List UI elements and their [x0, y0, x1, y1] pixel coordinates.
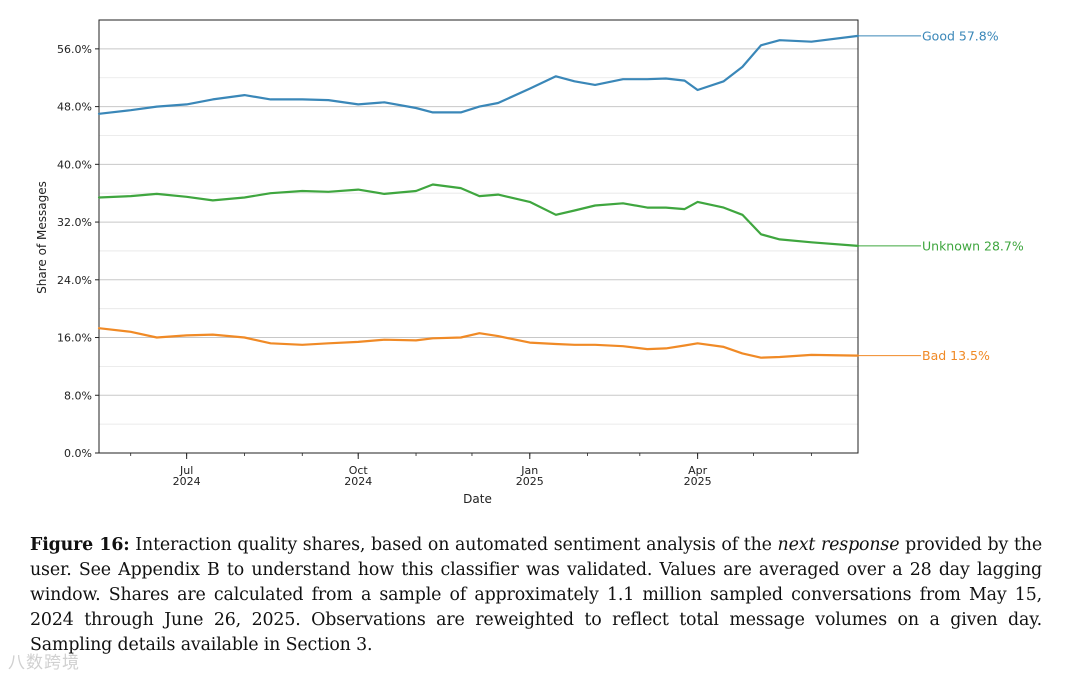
caption-emphasis: next response	[777, 535, 900, 555]
y-tick-label: 32.0%	[57, 216, 92, 229]
chart-area: 0.0% 8.0% 16.0% 24.0% 32.0% 40.0% 48.0% 56.0% Ju…	[35, 19, 1024, 506]
good-series-line	[97, 34, 860, 115]
caption-text-before: Interaction quality shares, based on aut…	[129, 535, 778, 555]
y-tick-label: 8.0%	[64, 389, 92, 402]
caption-text-after: provided by the user. See Appendix B to …	[30, 535, 1042, 655]
x-tick-label-month: Jan	[520, 464, 538, 477]
y-tick-label: 0.0%	[64, 447, 92, 460]
y-tick-label: 56.0%	[57, 43, 92, 56]
x-tick-label-year: 2025	[684, 475, 712, 488]
watermark: 八数跨境	[8, 653, 80, 673]
y-tick-label: 48.0%	[57, 101, 92, 114]
x-tick-label-month: Jul	[179, 464, 193, 477]
plot-background	[99, 20, 858, 453]
plot-frame	[98, 19, 859, 454]
y-tick-label: 16.0%	[57, 332, 92, 345]
y-axis-title: Share of Messages	[35, 181, 49, 294]
interaction-quality-chart: 0.0% 8.0% 16.0% 24.0% 32.0% 40.0% 48.0% 56.0% Ju…	[35, 19, 1024, 506]
x-tick-label-month: Oct	[349, 464, 369, 477]
figure-label: Figure 16:	[30, 535, 130, 555]
unknown-series-line	[97, 183, 860, 247]
x-axis-title: Date	[463, 492, 492, 506]
x-tick-label-year: 2024	[173, 475, 201, 488]
bad-series-label: Bad 13.5%	[922, 348, 990, 363]
unknown-series-label: Unknown 28.7%	[922, 238, 1024, 253]
figure-caption: Figure 16: Interaction quality shares, b…	[30, 533, 1042, 658]
x-tick-label-year: 2025	[516, 475, 544, 488]
x-tick-label-year: 2024	[344, 475, 372, 488]
y-tick-label: 24.0%	[57, 274, 92, 287]
x-tick-label-month: Apr	[688, 464, 708, 477]
bad-series-line	[97, 327, 860, 359]
y-tick-label: 40.0%	[57, 158, 92, 171]
good-series-label: Good 57.8%	[922, 28, 999, 43]
